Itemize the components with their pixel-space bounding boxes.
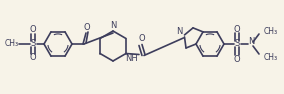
- Text: N: N: [176, 27, 183, 36]
- Text: N: N: [110, 22, 116, 30]
- Text: O: O: [84, 22, 90, 31]
- Text: CH₃: CH₃: [5, 39, 19, 49]
- Text: CH₃: CH₃: [264, 53, 278, 61]
- Text: S: S: [30, 39, 36, 49]
- Text: S: S: [234, 39, 240, 49]
- Text: O: O: [234, 25, 240, 33]
- Text: O: O: [30, 53, 36, 63]
- Text: O: O: [139, 34, 145, 43]
- Text: O: O: [30, 25, 36, 34]
- Text: O: O: [234, 55, 240, 64]
- Text: N: N: [248, 36, 254, 45]
- Text: NH: NH: [126, 54, 138, 63]
- Text: CH₃: CH₃: [264, 27, 278, 36]
